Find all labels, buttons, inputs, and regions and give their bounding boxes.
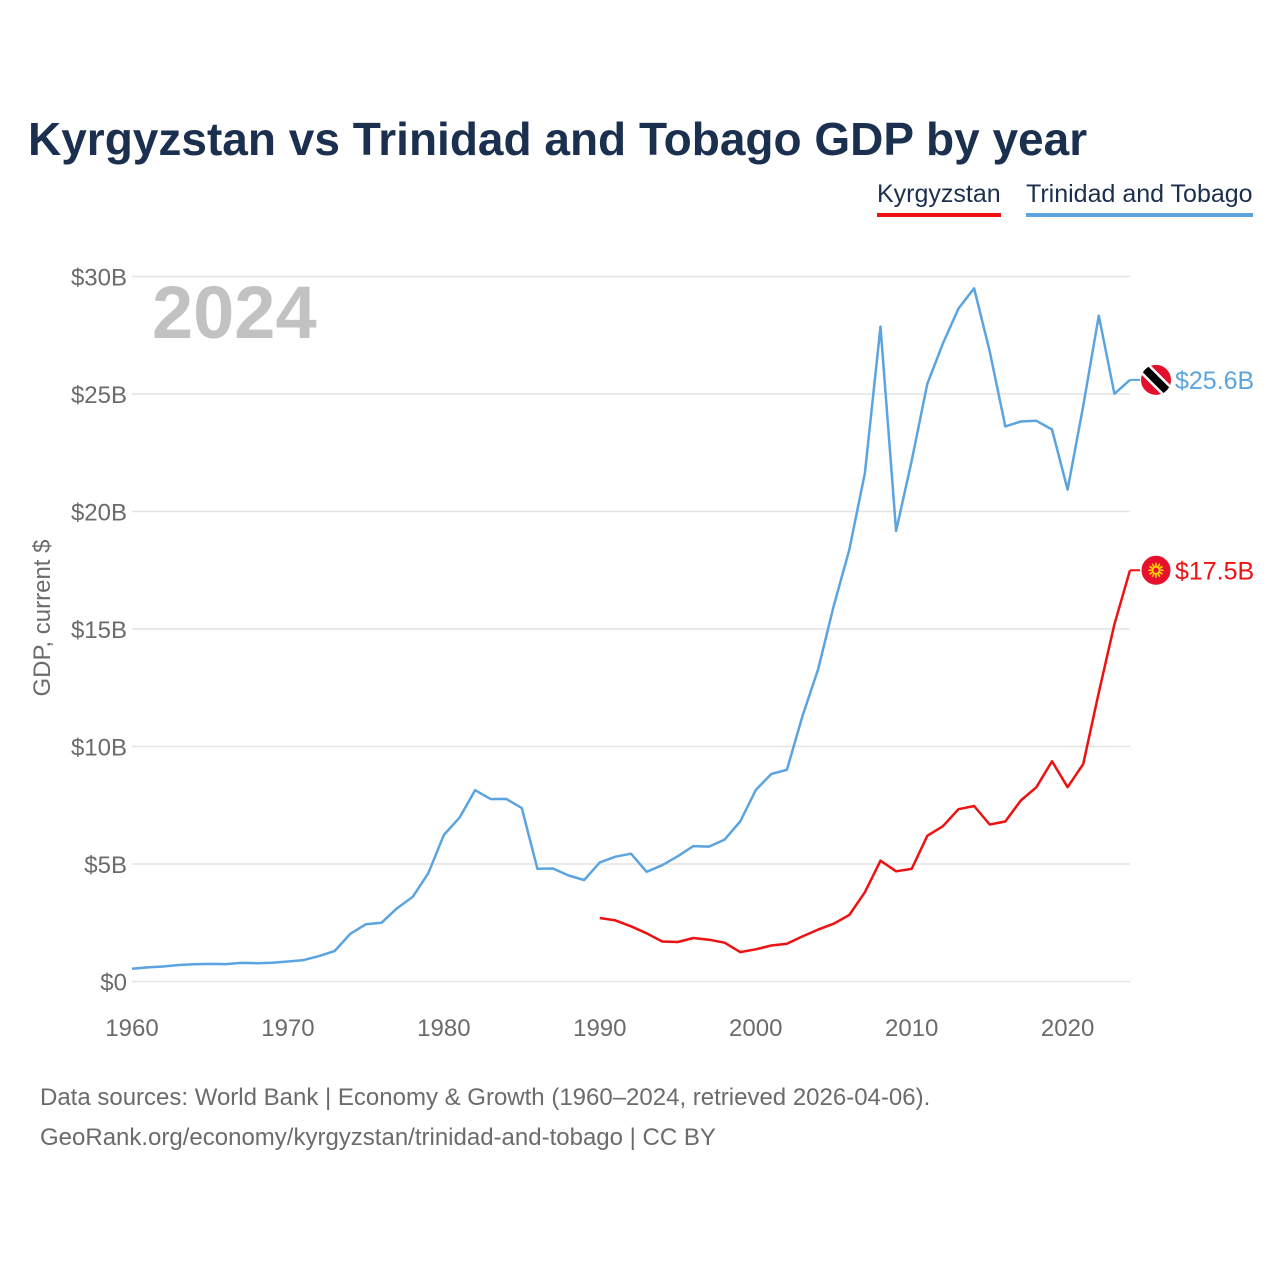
y-tick-label: $25B [71,382,127,409]
y-tick-label: $0 [100,970,127,997]
trinidad-and-tobago-flag-icon [1141,364,1171,395]
x-tick-label: 1960 [105,1015,158,1042]
legend-item-trinidad-and-tobago[interactable]: Trinidad and Tobago [1026,180,1253,217]
chart-title: Kyrgyzstan vs Trinidad and Tobago GDP by… [28,113,1088,165]
x-axis-ticks: 1960 1970 1980 1990 2000 2010 2020 [105,1015,1094,1042]
y-tick-label: $20B [71,500,127,527]
kyrgyzstan-flag-icon [1140,554,1172,586]
y-tick-label: $30B [71,265,127,292]
x-tick-label: 1970 [261,1015,314,1042]
y-tick-label: $5B [84,852,127,879]
y-axis-ticks: $0 $5B $10B $15B $20B $25B $30B [71,265,127,997]
source-note: Data sources: World Bank | Economy & Gro… [40,1084,931,1111]
source-link[interactable]: GeoRank.org/economy/kyrgyzstan/trinidad-… [40,1124,716,1151]
end-markers: $17.5B $25.6B [1130,364,1254,586]
line-chart: 2024 GDP, current $ $0 $5B $10B $15B $20B $25… [29,265,1254,1043]
y-axis-label: GDP, current $ [29,540,56,697]
x-tick-label: 2020 [1041,1015,1094,1042]
x-tick-label: 2010 [885,1015,938,1042]
series-line-trinidad-and-tobago[interactable] [131,287,1131,971]
series-lines [131,287,1132,971]
x-tick-label: 1980 [417,1015,470,1042]
grid-lines [132,275,1130,983]
year-label: 2024 [152,271,317,354]
series-line-kyrgyzstan[interactable] [599,569,1132,954]
y-tick-label: $10B [71,735,127,762]
x-tick-label: 1990 [573,1015,626,1042]
end-value-label: $25.6B [1175,367,1254,395]
end-value-label: $17.5B [1175,557,1254,585]
y-tick-label: $15B [71,617,127,644]
legend-item-kyrgyzstan[interactable]: Kyrgyzstan [877,180,1001,217]
x-tick-label: 2000 [729,1015,782,1042]
